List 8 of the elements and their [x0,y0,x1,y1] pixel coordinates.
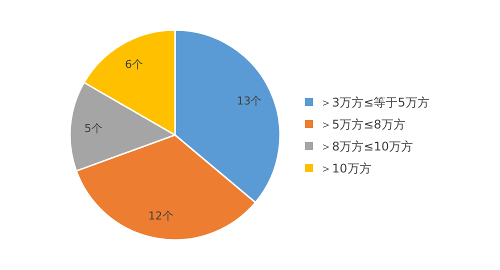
data-label: 6个 [125,58,144,72]
legend-label: ＞8万方≤10万方 [320,140,413,154]
data-label: 12个 [148,210,174,223]
legend-label: ＞10万方 [320,162,372,176]
legend-label: ＞5万方≤8万方 [320,118,406,132]
data-label: 13个 [236,94,262,108]
legend-label: ＞3万方≤等于5万方 [320,96,430,110]
data-label: 5个 [84,122,102,135]
